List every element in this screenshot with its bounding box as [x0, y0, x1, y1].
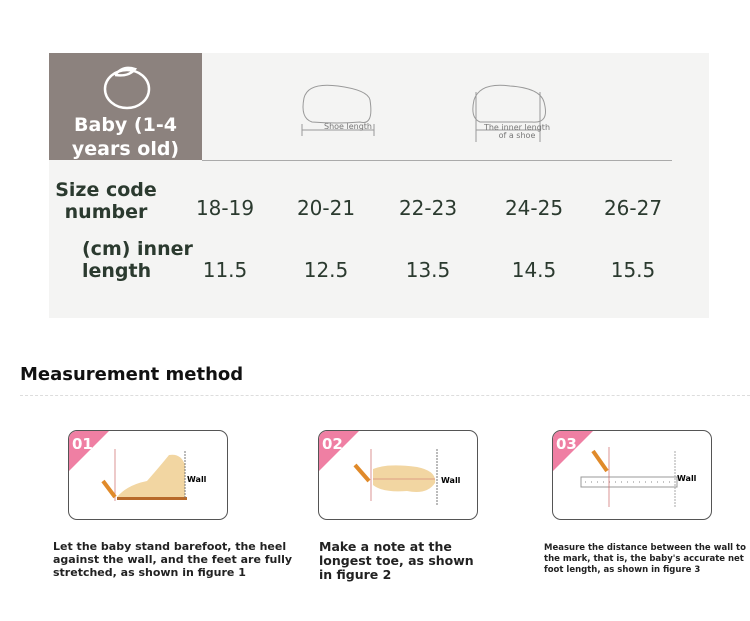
baby-head-icon — [103, 66, 151, 110]
step-3-text: Measure the distance between the wall to… — [544, 543, 746, 575]
size-code-label: Size code number — [55, 179, 157, 223]
step-badge — [553, 431, 593, 471]
inner-length-label: (cm) inner length — [82, 238, 193, 282]
shoe-length-caption: Shoe length — [323, 122, 372, 131]
inner-length-cell: 14.5 — [511, 258, 557, 282]
inner-length-diagram — [472, 84, 546, 142]
wall-label: Wall — [441, 476, 461, 485]
step-badge — [69, 431, 109, 471]
shoe-length-diagram — [301, 84, 375, 136]
step-card-1: 01 Wall — [68, 430, 228, 520]
foot-top-illustration — [353, 449, 438, 505]
step-badge — [319, 431, 359, 471]
step-2-text: Make a note at the longest toe, as shown… — [319, 539, 474, 582]
category-header: Baby (1-4 years old) — [49, 53, 202, 160]
foot-side-illustration — [101, 449, 187, 501]
inner-length-cell: 15.5 — [610, 258, 656, 282]
divider — [202, 160, 672, 161]
category-label: Baby (1-4 years old) — [71, 114, 180, 160]
size-code-cell: 22-23 — [398, 196, 458, 220]
section-title: Measurement method — [20, 364, 244, 385]
wall-label: Wall — [187, 475, 207, 484]
step-1-text: Let the baby stand barefoot, the heel ag… — [53, 540, 293, 579]
size-code-cell: 20-21 — [296, 196, 356, 220]
size-code-cell: 18-19 — [195, 196, 255, 220]
step-number: 01 — [72, 435, 93, 453]
inner-length-cell: 12.5 — [303, 258, 349, 282]
step-card-2: 02 Wall — [318, 430, 478, 520]
ruler-illustration — [580, 447, 678, 507]
inner-length-cell: 13.5 — [405, 258, 451, 282]
inner-length-cell: 11.5 — [202, 258, 248, 282]
wall-label: Wall — [677, 474, 697, 483]
dashed-divider — [20, 395, 750, 396]
step-card-3: 03 Wall — [552, 430, 712, 520]
step-number: 03 — [556, 435, 577, 453]
inner-length-caption: The inner length of a shoe — [483, 123, 551, 140]
step-number: 02 — [322, 435, 343, 453]
size-code-cell: 26-27 — [603, 196, 663, 220]
size-code-cell: 24-25 — [504, 196, 564, 220]
